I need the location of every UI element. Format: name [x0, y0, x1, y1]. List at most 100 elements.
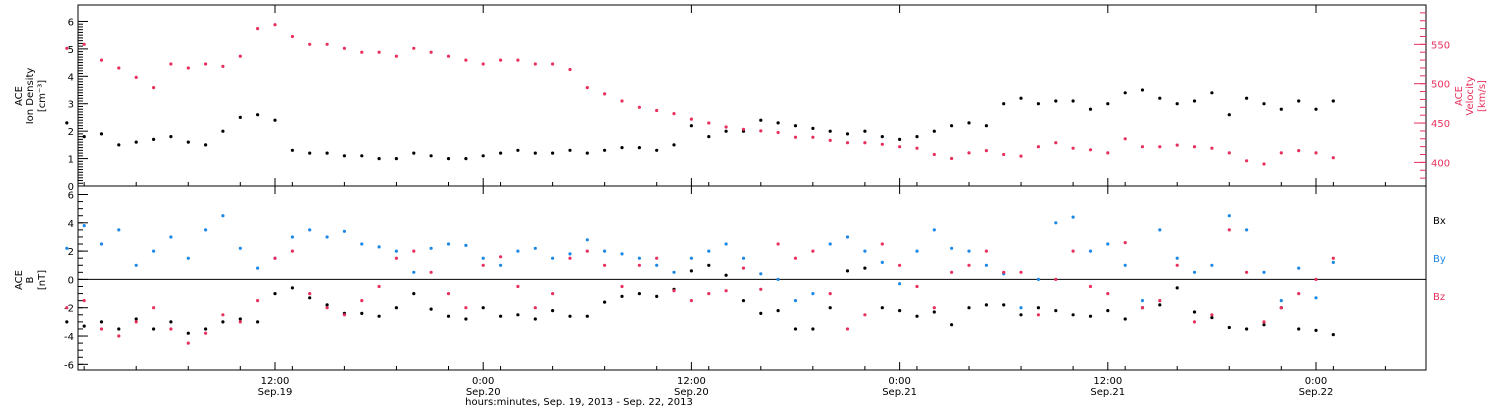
- date-tick-label: Sep.20: [674, 387, 709, 398]
- by-point: [568, 252, 572, 256]
- velocity-point: [1262, 162, 1266, 166]
- date-tick-label: Sep.20: [466, 387, 501, 398]
- bz-point: [672, 289, 676, 293]
- velocity-point: [82, 42, 86, 46]
- bz-point: [724, 289, 728, 293]
- by-point: [82, 224, 86, 228]
- bz-point: [741, 266, 746, 270]
- velocity-point: [776, 130, 780, 135]
- by-point: [793, 299, 798, 303]
- x-axis-title: hours:minutes, Sep. 19, 2013 - Sep. 22, …: [465, 397, 693, 408]
- velocity-point: [880, 142, 884, 146]
- density-point: [481, 154, 485, 158]
- bx-point: [1054, 309, 1058, 313]
- bz-point: [1279, 306, 1283, 310]
- bx-point: [1175, 286, 1179, 290]
- bz-point: [1297, 292, 1301, 296]
- density-point: [1106, 102, 1110, 106]
- by-point: [1297, 266, 1301, 270]
- time-tick-label: 12:00: [677, 376, 706, 387]
- density-point: [724, 129, 728, 133]
- by-point: [1054, 221, 1058, 225]
- bx-point: [1210, 316, 1214, 320]
- bz-point: [603, 263, 607, 267]
- top-panel-frame: [77, 4, 1427, 187]
- density-point: [1054, 99, 1058, 103]
- bx-point: [1106, 309, 1110, 313]
- bz-point: [950, 270, 954, 274]
- by-point: [134, 263, 138, 267]
- by-point: [741, 256, 746, 260]
- field-label-line2: B: [25, 276, 36, 283]
- bx-point: [134, 317, 138, 321]
- density-tick-label: 2: [68, 127, 74, 138]
- velocity-point: [446, 54, 451, 58]
- field-points: [65, 214, 1335, 345]
- bx-point: [759, 311, 763, 315]
- by-point: [342, 229, 346, 233]
- by-point: [464, 243, 468, 247]
- bz-point: [82, 299, 86, 303]
- bx-point: [568, 314, 572, 318]
- bx-point: [464, 317, 468, 321]
- density-point: [637, 146, 642, 150]
- bz-point: [446, 292, 451, 296]
- bx-point: [984, 303, 989, 307]
- by-point: [117, 228, 121, 232]
- density-tick-label: 0: [68, 182, 74, 193]
- density-point: [967, 121, 971, 125]
- bx-point: [793, 327, 798, 331]
- bx-point: [1314, 328, 1318, 332]
- bx-point: [290, 286, 294, 290]
- by-point: [533, 246, 537, 250]
- velocity-point: [464, 58, 468, 62]
- by-point: [776, 277, 780, 281]
- bx-point: [1002, 303, 1006, 307]
- bz-point: [1106, 292, 1110, 296]
- bx-point: [429, 307, 433, 311]
- density-tick-label: 5: [68, 45, 74, 56]
- velocity-point: [1331, 156, 1335, 160]
- density-point: [377, 157, 381, 161]
- bz-point: [1019, 270, 1023, 274]
- bz-point: [915, 284, 919, 289]
- density-point: [342, 154, 346, 158]
- by-point: [256, 266, 260, 270]
- magnetic-field-panel: -6 -4 -2 0 2 4 6 ACE B [nT] Bx By Bz: [14, 185, 1446, 371]
- density-point: [1262, 102, 1266, 106]
- by-point: [290, 235, 294, 239]
- bx-point: [152, 327, 156, 331]
- bx-point: [360, 311, 364, 315]
- bz-point: [1245, 270, 1249, 274]
- bz-point: [880, 242, 884, 246]
- bz-point: [1331, 256, 1335, 260]
- density-label-line3: [cm⁻³]: [37, 80, 48, 112]
- by-point: [863, 249, 867, 253]
- velocity-point: [186, 66, 190, 70]
- density-tick-label: 4: [68, 72, 74, 83]
- by-point: [308, 228, 312, 232]
- velocity-point: [1279, 151, 1283, 155]
- by-point: [603, 249, 607, 253]
- by-point: [1192, 270, 1197, 274]
- field-tick-label: 0: [68, 275, 74, 286]
- velocity-point: [308, 42, 312, 46]
- velocity-point: [863, 141, 867, 145]
- by-point: [915, 249, 919, 253]
- velocity-point: [932, 152, 936, 157]
- density-point: [1123, 91, 1127, 95]
- velocity-point: [481, 62, 485, 66]
- bz-point: [152, 306, 156, 310]
- velocity-point: [915, 146, 919, 150]
- bz-point: [1054, 277, 1058, 281]
- by-point: [1123, 263, 1127, 267]
- by-point: [585, 238, 589, 242]
- bz-point: [238, 320, 242, 324]
- bx-point: [967, 306, 971, 310]
- density-point: [845, 132, 850, 136]
- density-point: [464, 157, 468, 161]
- density-point: [1331, 99, 1335, 103]
- velocity-point: [967, 151, 971, 155]
- density-point: [759, 118, 763, 122]
- bz-point: [898, 263, 902, 267]
